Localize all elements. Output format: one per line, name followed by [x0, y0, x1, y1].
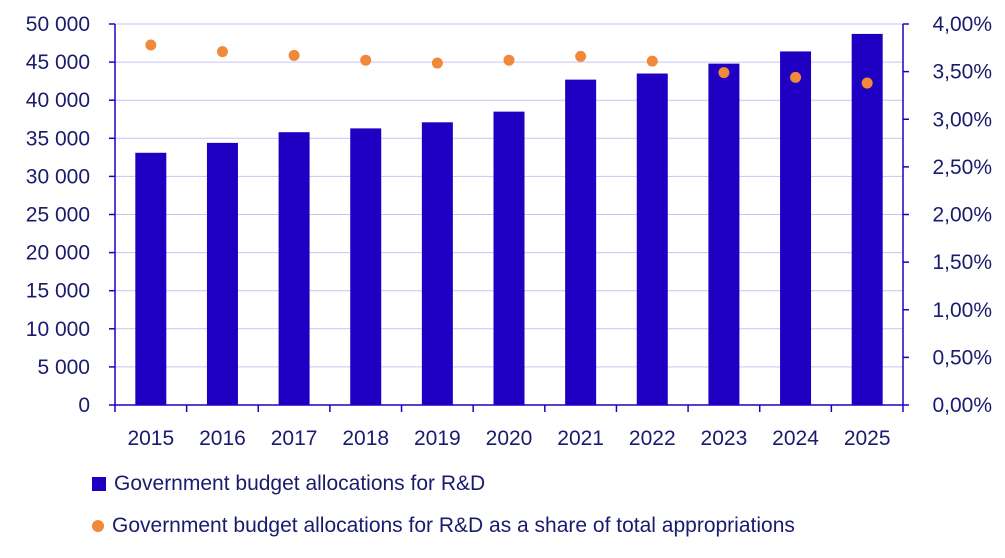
x-tick-label: 2024 [772, 427, 819, 450]
y-right-tick-label: 2,50% [932, 156, 992, 179]
y-right-tick-label: 1,50% [932, 251, 992, 274]
x-tick-label: 2025 [844, 427, 891, 450]
x-tick-label: 2019 [414, 427, 461, 450]
legend-dot-label: Government budget allocations for R&D as… [112, 514, 795, 537]
legend-bar-label: Government budget allocations for R&D [114, 472, 486, 495]
share-dot [861, 77, 873, 89]
x-tick-label: 2022 [629, 427, 676, 450]
share-dot [718, 67, 730, 79]
bar [851, 33, 883, 405]
y-left-tick-label: 20 000 [26, 242, 90, 265]
y-right-tick-label: 3,00% [932, 108, 992, 131]
share-dot [431, 57, 443, 69]
share-dot [790, 71, 802, 83]
bar [350, 128, 382, 406]
share-dot [646, 55, 658, 67]
y-right-tick-label: 3,50% [932, 61, 992, 84]
x-tick-label: 2016 [199, 427, 246, 450]
share-dot [360, 54, 372, 66]
y-left-tick-label: 10 000 [26, 318, 90, 341]
bar [636, 73, 668, 405]
y-left-tick-label: 40 000 [26, 89, 90, 112]
bar [708, 63, 740, 406]
y-left-tick-label: 15 000 [26, 280, 90, 303]
x-tick-label: 2020 [486, 427, 533, 450]
legend-item-bars: Government budget allocations for R&D [92, 472, 485, 496]
bar [780, 51, 812, 405]
combo-chart: 0 5 000 10 000 15 000 20 000 25 000 30 000 35 0… [26, 13, 992, 450]
x-tick-label: 2017 [271, 427, 318, 450]
y-left-tick-label: 5 000 [37, 356, 90, 379]
share-dot [288, 49, 300, 61]
legend-bar-swatch [92, 477, 106, 491]
bar [493, 111, 525, 405]
y-left-tick-label: 45 000 [26, 51, 90, 74]
y-right-tick-label: 4,00% [932, 13, 992, 36]
y-right-tick-label: 0,00% [932, 394, 992, 417]
share-dot [503, 54, 515, 66]
bar [278, 132, 310, 406]
legend-dot-swatch [92, 520, 104, 532]
y-right-tick-label: 2,00% [932, 204, 992, 227]
x-tick-label: 2018 [342, 427, 389, 450]
y-left-tick-label: 35 000 [26, 127, 90, 150]
bar [206, 142, 238, 405]
y-right-tick-label: 1,00% [932, 299, 992, 322]
legend-item-dots: Government budget allocations for R&D as… [92, 514, 795, 538]
y-right-tick-label: 0,50% [932, 346, 992, 369]
share-dot [216, 46, 228, 58]
x-tick-label: 2021 [557, 427, 604, 450]
y-left-tick-label: 50 000 [26, 13, 90, 36]
bar [421, 122, 453, 405]
x-tick-label: 2023 [701, 427, 748, 450]
y-left-tick-label: 0 [78, 394, 90, 417]
share-dot [575, 50, 587, 62]
y-left-tick-label: 25 000 [26, 204, 90, 227]
share-dot [145, 39, 157, 51]
bar [565, 79, 597, 405]
x-tick-label: 2015 [127, 427, 174, 450]
y-left-tick-label: 30 000 [26, 165, 90, 188]
bar [135, 152, 167, 405]
